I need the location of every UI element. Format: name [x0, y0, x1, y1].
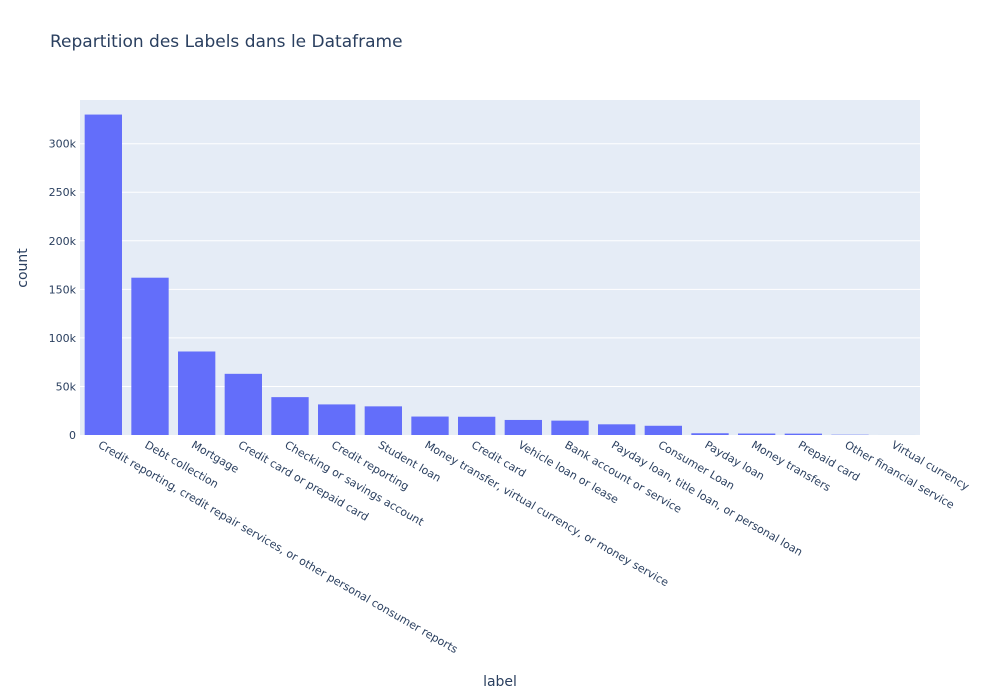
bar[interactable]	[784, 433, 822, 435]
bar[interactable]	[224, 373, 262, 435]
y-tick-label: 300k	[49, 138, 77, 151]
bar[interactable]	[411, 416, 449, 435]
y-axis-title: count	[15, 248, 31, 288]
bars	[84, 114, 916, 435]
y-tick-label: 100k	[49, 332, 77, 345]
bar[interactable]	[551, 420, 589, 435]
bar[interactable]	[84, 114, 122, 435]
y-tick-label: 50k	[56, 380, 77, 393]
bar[interactable]	[271, 397, 309, 435]
x-tick-labels: Credit reporting, credit repair services…	[96, 438, 972, 656]
bar[interactable]	[504, 419, 542, 435]
bar[interactable]	[644, 425, 682, 435]
bar[interactable]	[738, 433, 776, 435]
chart-title: Repartition des Labels dans le Dataframe	[50, 32, 403, 52]
x-axis-title: label	[483, 674, 517, 690]
gridlines	[80, 143, 920, 387]
y-tick-label: 0	[69, 429, 76, 442]
bar[interactable]	[691, 433, 729, 435]
bar[interactable]	[178, 351, 216, 435]
bar[interactable]	[131, 277, 169, 435]
y-tick-label: 200k	[49, 235, 77, 248]
y-tick-label: 150k	[49, 283, 77, 296]
bar[interactable]	[318, 404, 356, 435]
plot-background	[80, 100, 920, 435]
y-tick-label: 250k	[49, 186, 77, 199]
y-tick-labels: 0 50k 100k 150k 200k 250k 300k	[49, 138, 77, 442]
bar[interactable]	[364, 406, 402, 435]
bar[interactable]	[598, 424, 636, 435]
x-tick-label: Money transfers	[749, 438, 833, 494]
bar[interactable]	[458, 416, 496, 435]
